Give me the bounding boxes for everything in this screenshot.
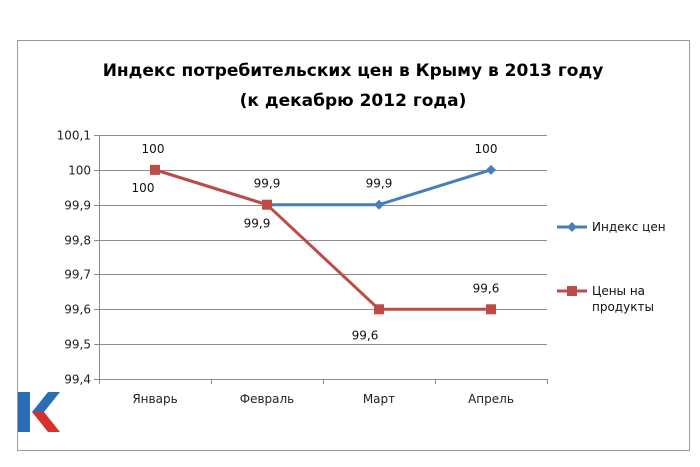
x-tick-labels: Январь Февраль Март Апрель (132, 392, 514, 406)
legend-marker (567, 222, 577, 232)
y-tick-label: 99,4 (64, 373, 91, 387)
legend-label: Цены на продукты (592, 284, 654, 314)
series-layer (150, 164, 496, 315)
y-tick-label: 100 (68, 164, 91, 178)
logo-bar (18, 392, 30, 432)
data-label: 99,9 (254, 177, 281, 191)
logo-arm-bottom (32, 412, 60, 432)
y-tick-label: 99,9 (64, 199, 91, 213)
data-point (374, 304, 384, 315)
grid-lines (99, 135, 547, 345)
data-point (150, 164, 160, 175)
y-tick-label: 99,6 (64, 303, 91, 317)
logo-arm-top (32, 392, 60, 412)
data-label: 100 (142, 142, 165, 156)
y-tick-labels: 99,4 99,5 99,6 99,7 99,8 99,9 100 100,1 (57, 129, 91, 387)
data-label: 100 (132, 181, 155, 195)
legend-label-line: продукты (592, 300, 654, 314)
y-tick-label: 100,1 (57, 129, 91, 143)
x-tick-label: Февраль (240, 392, 295, 406)
legend: Индекс цен Цены на продукты (557, 220, 666, 314)
chart-title: Индекс потребительских цен в Крыму в 201… (103, 61, 604, 81)
x-tick-label: Январь (132, 392, 177, 406)
chart-frame (17, 40, 690, 451)
x-tick-label: Март (363, 392, 395, 406)
legend-label-line: Цены на (592, 284, 645, 298)
data-label: 99,6 (473, 281, 500, 295)
data-point (374, 199, 384, 210)
data-label: 100 (475, 142, 498, 156)
axes (94, 135, 548, 384)
data-label: 99,6 (352, 328, 379, 342)
data-point (486, 164, 496, 175)
series-line (154, 168, 491, 311)
y-tick-label: 99,8 (64, 234, 91, 248)
legend-label: Индекс цен (592, 220, 666, 234)
chart-subtitle: (к декабрю 2012 года) (240, 91, 467, 111)
data-point (262, 199, 272, 210)
y-tick-label: 99,7 (64, 268, 91, 282)
y-tick-label: 99,5 (64, 338, 91, 352)
data-label: 99,9 (366, 177, 393, 191)
data-labels: 100 99,9 99,9 100 100 99,9 99,6 99,6 (132, 142, 500, 342)
k-letter-logo-icon (18, 392, 60, 432)
legend-marker (567, 286, 577, 296)
data-point (486, 304, 496, 315)
series-line (154, 168, 492, 207)
data-label: 99,9 (244, 217, 271, 231)
x-tick-label: Апрель (468, 392, 514, 406)
